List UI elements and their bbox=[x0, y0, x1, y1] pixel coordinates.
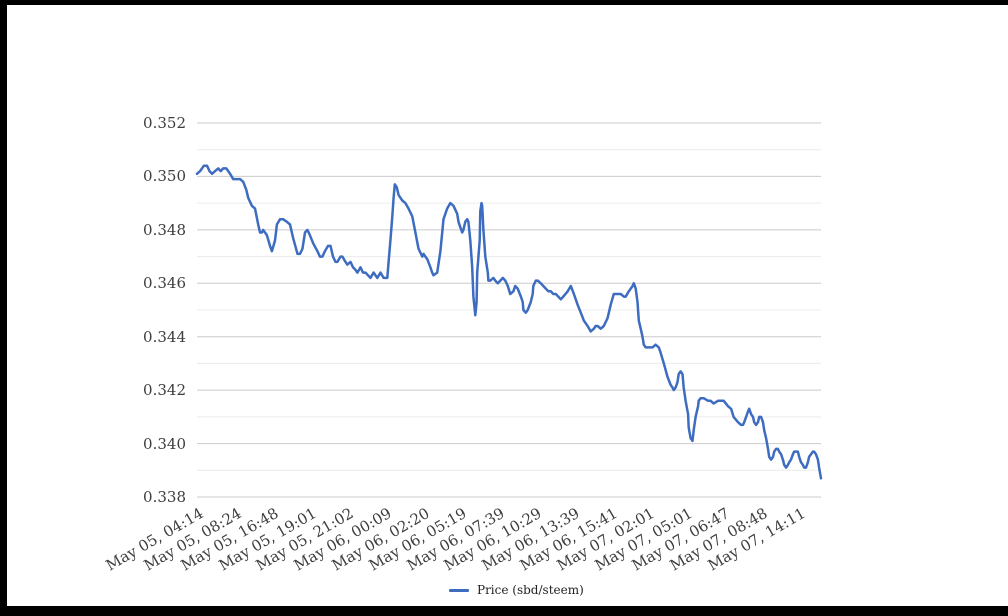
y-axis-tick-label: 0.348 bbox=[143, 220, 186, 239]
y-axis-tick-label: 0.352 bbox=[143, 114, 186, 132]
legend-label: Price (sbd/steem) bbox=[477, 583, 584, 597]
legend: Price (sbd/steem) bbox=[449, 583, 584, 597]
chart-card bbox=[7, 5, 1008, 606]
price-line-series bbox=[195, 164, 823, 480]
y-axis-tick-label: 0.344 bbox=[143, 327, 186, 346]
y-axis-tick-label: 0.340 bbox=[143, 434, 186, 453]
y-axis-tick-label: 0.338 bbox=[143, 488, 186, 506]
y-axis-tick-label: 0.346 bbox=[143, 274, 186, 293]
legend-line-swatch bbox=[449, 588, 469, 592]
y-axis-tick-label: 0.350 bbox=[143, 167, 186, 186]
y-axis-tick-label: 0.342 bbox=[143, 381, 186, 400]
